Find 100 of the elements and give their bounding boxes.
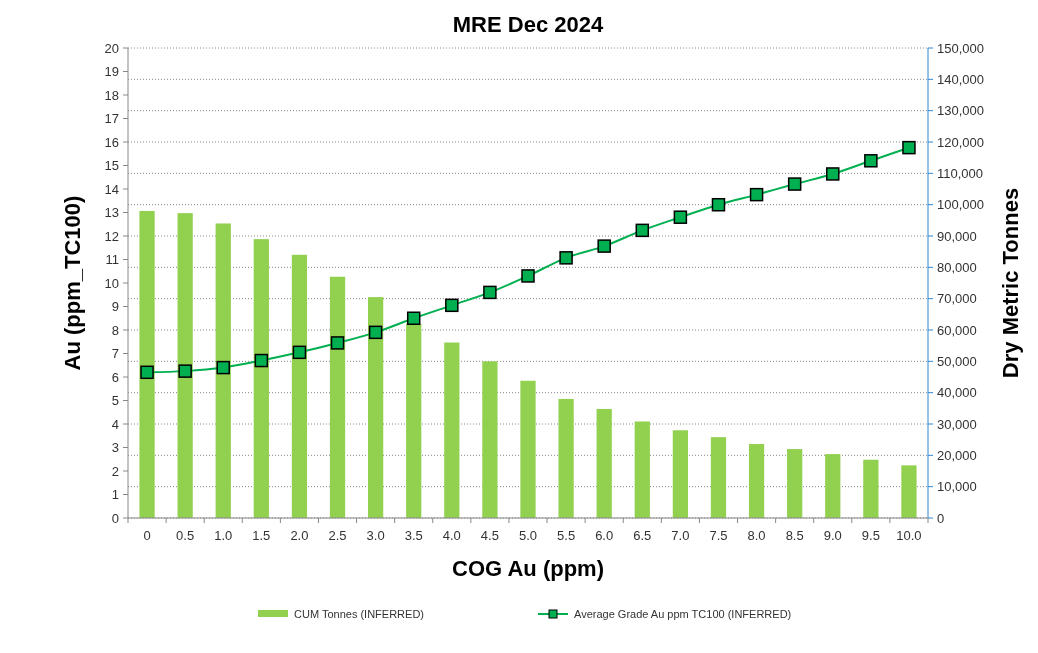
x-tick-label: 8.0	[747, 528, 766, 543]
bar	[634, 421, 650, 518]
x-tick-label: 1.5	[252, 528, 271, 543]
x-tick-label: 7.0	[671, 528, 690, 543]
x-tick-label: 4.0	[442, 528, 461, 543]
point	[597, 239, 611, 253]
x-tick-label: 4.5	[480, 528, 499, 543]
x-tick-label: 7.5	[709, 528, 728, 543]
x-tick-label: 8.5	[785, 528, 804, 543]
y2-tick-label: 120,000	[937, 134, 984, 150]
legend-label: CUM Tonnes (INFERRED)	[294, 607, 424, 620]
point	[330, 336, 345, 350]
y2-tick-label: 20,000	[937, 447, 977, 463]
point	[216, 360, 230, 375]
point	[749, 187, 764, 202]
y2-tick-label: 10,000	[937, 479, 977, 495]
bar	[482, 361, 498, 518]
point	[483, 285, 497, 300]
x-axis-title: COG Au (ppm)	[452, 556, 604, 581]
y2-axis-title: Dry Metric Tonnes	[998, 187, 1023, 379]
point	[864, 154, 878, 168]
x-tick-label: 3.5	[404, 528, 423, 543]
y-tick-label: 19	[104, 64, 119, 80]
y-tick-label: 20	[104, 40, 119, 56]
bar	[558, 398, 574, 518]
y-tick-label: 16	[104, 134, 119, 150]
y-tick-label: 10	[104, 275, 119, 291]
bar	[368, 297, 384, 518]
x-tick-label: 10.0	[896, 528, 922, 543]
y-tick-label: 6	[111, 369, 119, 385]
bar	[139, 210, 155, 518]
y-tick-label: 4	[111, 416, 119, 432]
y-tick-label: 14	[104, 181, 119, 197]
bar	[444, 342, 460, 518]
bar	[672, 430, 688, 518]
bar	[291, 254, 308, 518]
point	[635, 223, 650, 238]
point	[178, 364, 192, 378]
point	[902, 140, 916, 155]
y2-tick-label: 100,000	[937, 197, 984, 213]
y-tick-label: 0	[111, 510, 119, 526]
point	[140, 365, 154, 380]
x-tick-label: 2.0	[290, 528, 309, 543]
y-tick-label: 5	[111, 393, 119, 409]
x-tick-label: 9.0	[823, 528, 842, 543]
y-tick-label: 15	[104, 158, 119, 174]
chart-title: MRE Dec 2024	[452, 12, 604, 37]
y2-tick-label: 110,000	[937, 165, 984, 181]
y2-tick-label: 60,000	[937, 322, 977, 338]
bar	[253, 239, 269, 518]
y-axis-title: Au (ppm_TC100)	[60, 195, 85, 371]
y2-tick-label: 70,000	[937, 291, 977, 307]
x-tick-label: 6.0	[595, 528, 614, 543]
bar	[520, 380, 536, 518]
y-tick-label: 12	[104, 228, 119, 244]
y2-tick-label: 130,000	[937, 103, 984, 119]
point	[826, 167, 840, 181]
y-tick-label: 18	[104, 87, 119, 103]
point	[406, 311, 421, 325]
bar	[596, 408, 612, 518]
point	[292, 345, 307, 360]
point	[559, 251, 573, 265]
y2-tick-label: 140,000	[937, 71, 984, 87]
x-tick-label: 0	[143, 528, 151, 543]
y-tick-label: 11	[105, 252, 119, 268]
y2-tick-label: 90,000	[937, 228, 977, 244]
bar	[748, 444, 765, 518]
x-tick-label: 0.5	[176, 528, 195, 543]
bar	[329, 276, 346, 518]
point	[521, 269, 535, 283]
bar	[825, 454, 841, 518]
x-tick-label: 6.5	[633, 528, 652, 543]
y2-tick-label: 80,000	[937, 259, 977, 275]
point	[787, 177, 802, 191]
x-tick-label: 1.0	[214, 528, 233, 543]
point	[445, 298, 459, 313]
y-tick-label: 8	[111, 322, 119, 338]
y-tick-label: 17	[104, 111, 119, 127]
bar	[177, 213, 193, 518]
point	[711, 198, 726, 212]
y-tick-label: 7	[111, 346, 119, 362]
legend-label: Average Grade Au ppm TC100 (INFERRED)	[574, 607, 792, 620]
x-tick-label: 9.5	[861, 528, 880, 543]
x-tick-label: 3.0	[366, 528, 385, 543]
bar	[215, 223, 231, 518]
bar	[787, 449, 803, 518]
y2-tick-label: 0	[937, 510, 945, 526]
y2-tick-label: 50,000	[937, 353, 977, 369]
point	[368, 325, 383, 340]
x-tick-label: 5.5	[557, 528, 576, 543]
y-tick-label: 3	[111, 440, 119, 456]
y2-tick-label: 30,000	[937, 416, 977, 432]
point	[254, 353, 269, 368]
y-tick-label: 13	[104, 205, 119, 221]
y-tick-label: 2	[111, 463, 119, 479]
y-tick-label: 1	[111, 487, 119, 503]
x-tick-label: 5.0	[518, 528, 538, 543]
bar	[710, 437, 727, 518]
bar	[863, 459, 879, 518]
bar	[901, 465, 917, 518]
